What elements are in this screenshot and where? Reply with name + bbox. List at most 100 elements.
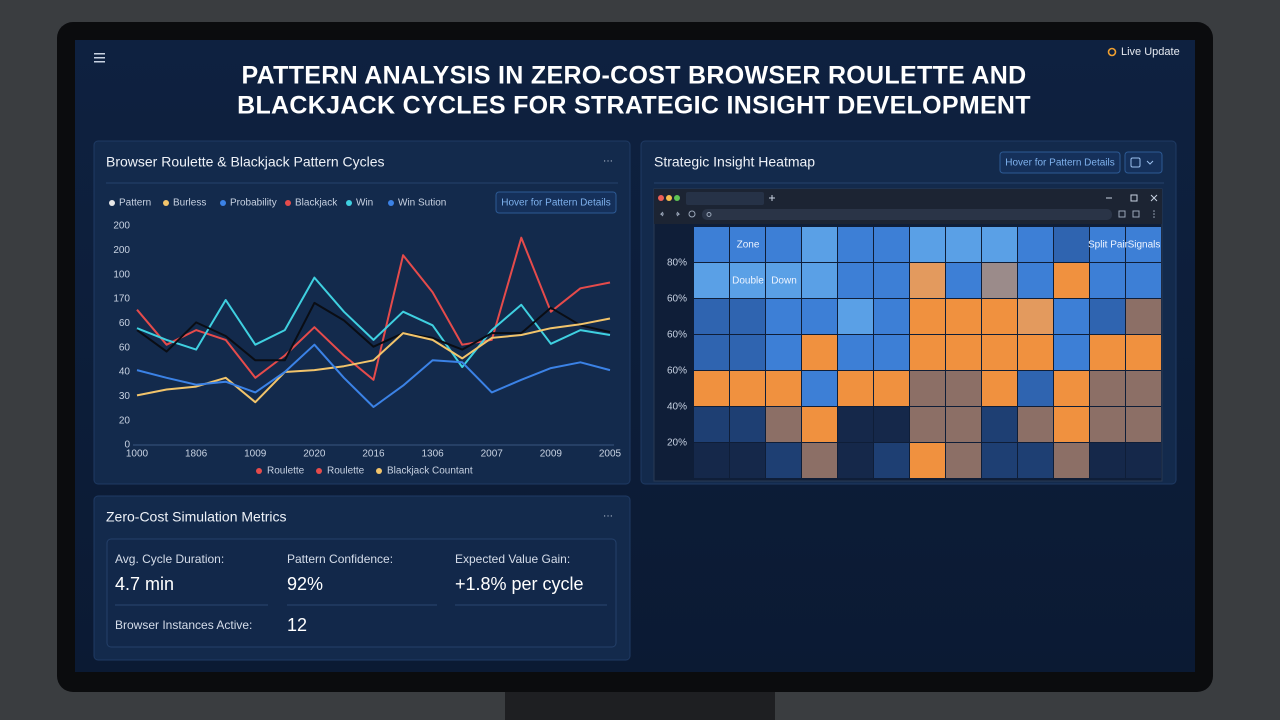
row-label: 20% <box>667 438 687 449</box>
heatmap-cell <box>838 299 873 334</box>
legend-swatch <box>316 468 322 474</box>
row-label: 60% <box>667 294 687 305</box>
heatmap-cell <box>694 227 729 262</box>
panel-menu[interactable]: ··· <box>603 156 613 167</box>
heatmap-cell <box>766 371 801 406</box>
heatmap-cell <box>874 443 909 478</box>
detail-button-label[interactable]: Hover for Pattern Details <box>1005 158 1115 169</box>
y-tick-label: 30 <box>119 391 131 402</box>
y-tick-label: 40 <box>119 367 131 378</box>
cell-label: Signals <box>1128 240 1161 251</box>
heatmap-cell <box>1054 227 1089 262</box>
heatmap-cell <box>1054 263 1089 298</box>
panel-title: Strategic Insight Heatmap <box>654 154 815 170</box>
x-tick-label: 2016 <box>362 449 385 460</box>
heatmap-cell <box>874 299 909 334</box>
heatmap-cell <box>1018 407 1053 442</box>
row-label: 60% <box>667 366 687 377</box>
legend-label: Blackjack <box>295 198 338 209</box>
y-tick-label: 200 <box>113 245 130 256</box>
heatmap-cell <box>730 335 765 370</box>
heatmap-cell <box>910 227 945 262</box>
heatmap-cell <box>730 299 765 334</box>
panel-menu[interactable]: ··· <box>603 511 613 522</box>
legend-label: Blackjack Countant <box>387 466 473 477</box>
heatmap-cell <box>1054 407 1089 442</box>
heatmap-cell <box>802 371 837 406</box>
heatmap-cell <box>982 371 1017 406</box>
heatmap-cell <box>694 263 729 298</box>
heatmap-cell <box>982 443 1017 478</box>
heatmap-cell <box>694 299 729 334</box>
heatmap-cell <box>838 227 873 262</box>
heatmap-cell <box>910 335 945 370</box>
monitor-stand <box>505 688 775 720</box>
page-title: BLACKJACK CYCLES FOR STRATEGIC INSIGHT D… <box>237 92 1031 120</box>
y-tick-label: 60 <box>119 318 131 329</box>
legend-label: Burless <box>173 198 206 209</box>
series-line <box>136 301 611 362</box>
heatmap-cell <box>1054 443 1089 478</box>
metric-label: Pattern Confidence: <box>287 552 393 566</box>
heatmap-cell <box>730 407 765 442</box>
heatmap-cell <box>1018 371 1053 406</box>
heatmap-cell <box>982 335 1017 370</box>
metric-value: 4.7 min <box>115 574 174 594</box>
legend-swatch <box>388 200 394 206</box>
heatmap-cell <box>838 371 873 406</box>
x-tick-label: 2005 <box>599 449 622 460</box>
heatmap-cell <box>1090 227 1125 262</box>
panel-title: Zero-Cost Simulation Metrics <box>106 509 287 525</box>
metrics-box <box>106 538 617 648</box>
x-tick-label: 1306 <box>422 449 445 460</box>
heatmap-cell <box>766 227 801 262</box>
heatmap-cell <box>1018 443 1053 478</box>
heatmap-cell <box>982 299 1017 334</box>
heatmap-cell <box>982 263 1017 298</box>
heatmap-cell <box>1126 335 1161 370</box>
metric-label: Browser Instances Active: <box>115 618 252 632</box>
detail-button-label[interactable]: Hover for Pattern Details <box>501 198 611 209</box>
metric-value: 12 <box>287 615 307 635</box>
legend-swatch <box>376 468 382 474</box>
y-tick-label: 60 <box>119 342 131 353</box>
heatmap-cell <box>1090 443 1125 478</box>
view-toggle[interactable] <box>1124 151 1163 174</box>
heatmap-cell <box>694 407 729 442</box>
legend-swatch <box>163 200 169 206</box>
heatmap-cell <box>802 299 837 334</box>
heatmap-cell <box>802 407 837 442</box>
heatmap-cell <box>766 263 801 298</box>
menu-icon[interactable] <box>94 53 105 63</box>
heatmap-cell <box>766 407 801 442</box>
heatmap-cell <box>1018 299 1053 334</box>
heatmap-cell <box>1054 335 1089 370</box>
heatmap-cell <box>1126 263 1161 298</box>
heatmap-cell <box>838 443 873 478</box>
detail-button[interactable] <box>999 151 1121 174</box>
heatmap-cell <box>910 371 945 406</box>
heatmap-cell <box>910 407 945 442</box>
detail-button[interactable] <box>495 191 617 214</box>
heatmap-cell <box>694 335 729 370</box>
cell-label: Double <box>732 276 764 287</box>
heatmap-cell <box>946 443 981 478</box>
page-title: PATTERN ANALYSIS IN ZERO-COST BROWSER RO… <box>242 62 1027 90</box>
heatmap-cell <box>982 407 1017 442</box>
heatmap-cell <box>946 263 981 298</box>
y-tick-label: 20 <box>119 415 131 426</box>
heatmap-cell <box>730 263 765 298</box>
heatmap-cell <box>910 299 945 334</box>
legend-swatch <box>256 468 262 474</box>
heatmap-cell <box>946 371 981 406</box>
live-update[interactable]: Live Update <box>1121 46 1180 58</box>
heatmap-cell <box>946 227 981 262</box>
cell-label: Split Pair <box>1088 240 1129 251</box>
heatmap-cell <box>802 335 837 370</box>
series-line <box>136 317 611 404</box>
y-tick-label: 100 <box>113 269 130 280</box>
heatmap-cell <box>1126 407 1161 442</box>
heatmap-cell <box>946 407 981 442</box>
heatmap-cell <box>1018 227 1053 262</box>
